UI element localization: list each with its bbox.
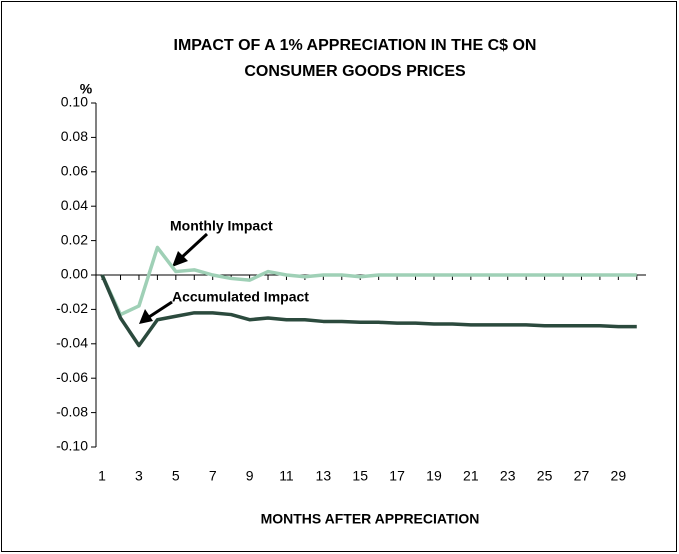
y-unit-label: %	[80, 81, 93, 97]
x-tick-label: 23	[500, 468, 516, 484]
x-tick-label: 7	[209, 468, 217, 484]
x-axis-label: MONTHS AFTER APPRECIATION	[261, 511, 480, 527]
x-tick-label: 15	[352, 468, 368, 484]
x-tick-label: 27	[574, 468, 590, 484]
arrow	[139, 300, 173, 324]
x-tick-label: 21	[463, 468, 479, 484]
y-tick-label: 0.00	[61, 266, 88, 282]
y-tick-label: -0.06	[56, 369, 88, 385]
x-tick-label: 9	[246, 468, 254, 484]
x-tick-label: 25	[537, 468, 553, 484]
x-tick-label: 3	[135, 468, 143, 484]
series-line	[100, 274, 637, 348]
x-tick-label: 13	[316, 468, 332, 484]
y-tick-label: 0.10	[61, 94, 88, 110]
x-tick-label: 11	[279, 468, 294, 484]
y-tick-label: -0.08	[56, 403, 88, 419]
x-tick-label: 5	[172, 468, 180, 484]
y-tick-label: -0.04	[56, 335, 88, 351]
series-line	[100, 245, 637, 317]
y-tick-label: 0.08	[61, 128, 88, 144]
y-tick-label: -0.02	[56, 300, 88, 316]
y-tick-label: 0.04	[61, 197, 88, 213]
x-tick-label: 1	[98, 468, 106, 484]
x-tick-label: 19	[426, 468, 442, 484]
annotation: Monthly Impact	[170, 218, 273, 234]
x-tick-label: 17	[389, 468, 405, 484]
y-tick-label: 0.02	[61, 231, 88, 247]
chart-title-line: CONSUMER GOODS PRICES	[244, 63, 466, 80]
y-tick-label: -0.10	[56, 438, 88, 454]
x-tick-label: 29	[611, 468, 627, 484]
annotation: Accumulated Impact	[172, 289, 309, 305]
y-tick-label: 0.06	[61, 163, 88, 179]
chart-title-line: IMPACT OF A 1% APPRECIATION IN THE C$ ON	[174, 37, 537, 54]
arrow	[172, 232, 209, 267]
